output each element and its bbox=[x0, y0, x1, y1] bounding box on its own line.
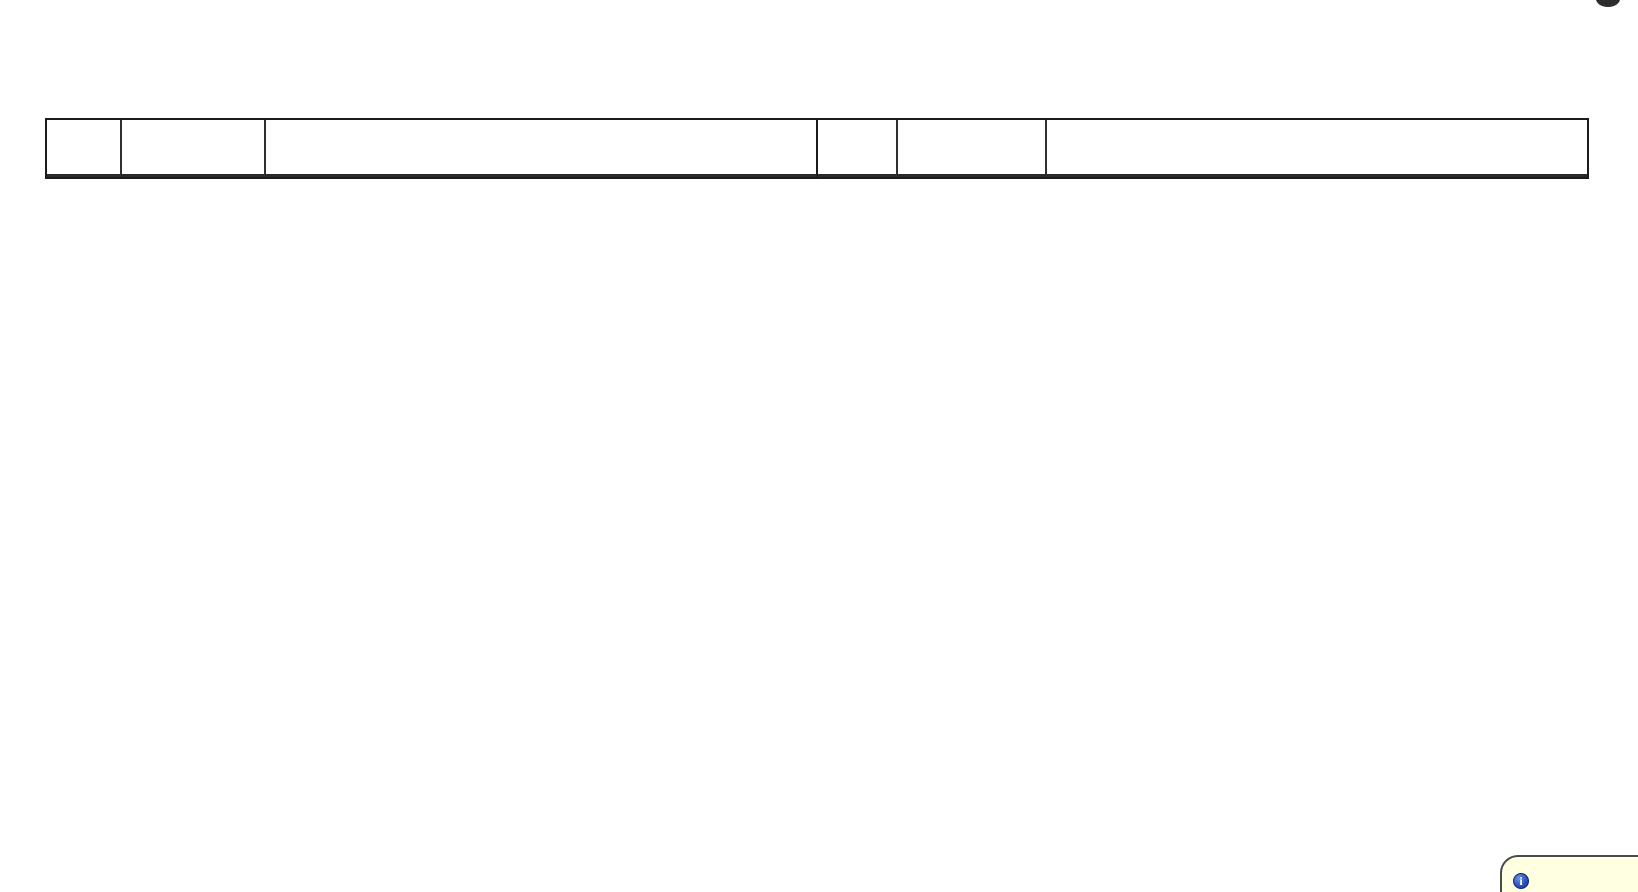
column-header-noi-dung bbox=[266, 120, 816, 174]
column-header-stt bbox=[47, 120, 122, 174]
plot-publish-balloon[interactable]: i bbox=[1500, 855, 1638, 892]
drawing-table-left bbox=[45, 118, 818, 179]
info-icon: i bbox=[1513, 873, 1529, 889]
column-header-ky-hieu bbox=[122, 120, 266, 174]
clipped-dot-artifact bbox=[1596, 0, 1620, 7]
page-title bbox=[0, 46, 1638, 64]
column-header-stt bbox=[818, 120, 898, 174]
table-header-row bbox=[47, 120, 816, 177]
column-header-ky-hieu bbox=[898, 120, 1047, 174]
table-header-row bbox=[818, 120, 1587, 177]
drawing-table-right bbox=[816, 118, 1589, 179]
column-header-noi-dung bbox=[1047, 120, 1587, 174]
